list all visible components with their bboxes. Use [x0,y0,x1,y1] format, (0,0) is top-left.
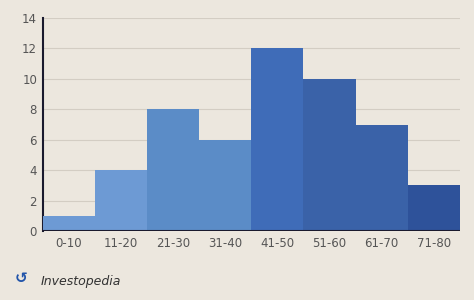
Bar [356,124,408,231]
Bar [303,79,356,231]
Text: Investopedia: Investopedia [40,275,121,288]
Text: ↺: ↺ [14,272,27,286]
Bar [408,185,460,231]
Bar [43,216,95,231]
Bar [147,109,199,231]
Bar [199,140,251,231]
Bar [95,170,147,231]
Bar [251,48,303,231]
